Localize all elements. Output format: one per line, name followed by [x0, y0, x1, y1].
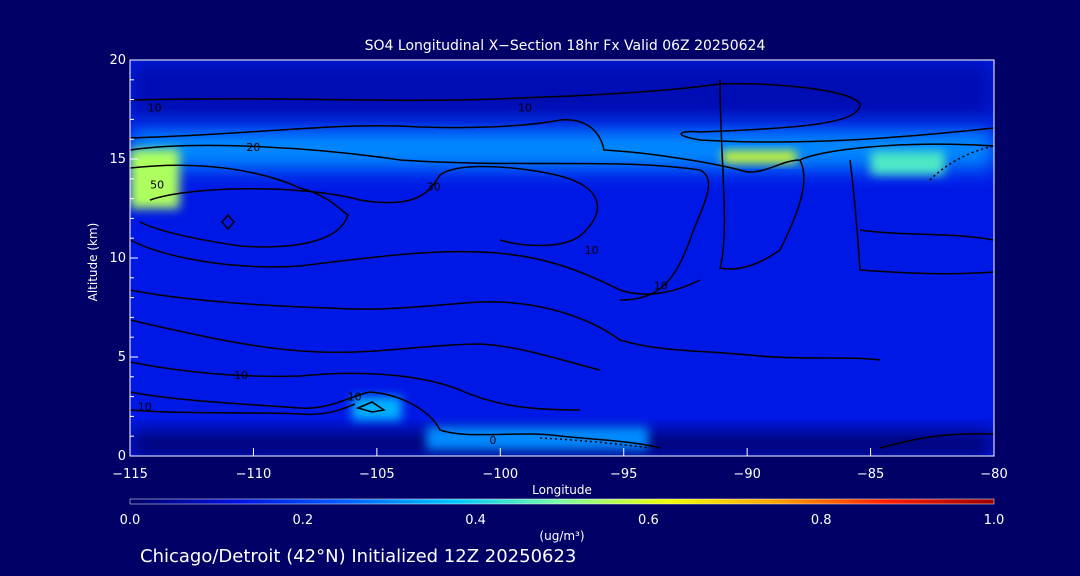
contour-line — [849, 159, 994, 275]
contour-line — [130, 289, 881, 361]
x-tick-label: −115 — [112, 467, 148, 482]
contour-lines — [130, 79, 994, 449]
chart-title: SO4 Longitudinal X−Section 18hr Fx Valid… — [365, 38, 766, 54]
x-tick-label: −100 — [482, 467, 518, 482]
contour-line — [879, 432, 994, 449]
x-tick-label: −110 — [236, 467, 272, 482]
x-tick-label: −90 — [733, 467, 760, 482]
x-tick-label: −95 — [610, 467, 637, 482]
y-tick-label: 0 — [118, 449, 126, 464]
colorbar-unit-label: (ug/m³) — [539, 529, 584, 543]
plot-background — [130, 60, 994, 456]
contour-label: 30 — [427, 181, 441, 194]
field-level — [352, 396, 402, 421]
contour-label: 10 — [348, 391, 362, 404]
contour-line — [130, 119, 994, 173]
contour-line — [221, 213, 235, 231]
y-axis: 0 5 10 15 20 — [109, 53, 138, 464]
chart-subtitle: Chicago/Detroit (42°N) Initialized 12Z 2… — [140, 546, 576, 567]
contour-line — [130, 144, 710, 301]
x-tick-label: −105 — [359, 467, 395, 482]
contour-line — [719, 79, 805, 270]
colorbar-ticks: 0.0 0.2 0.4 0.6 0.8 1.0 — [120, 513, 1005, 528]
contour-label: 0 — [489, 434, 496, 447]
y-tick-label: 10 — [109, 251, 126, 266]
x-axis: −115 −110 −105 −100 −95 −90 −85 −80 — [112, 448, 1008, 482]
contour-line — [355, 401, 386, 413]
contour-line — [149, 165, 599, 247]
contour-line — [130, 403, 356, 416]
y-tick-label: 5 — [118, 350, 126, 365]
colorbar-tick-label: 0.2 — [292, 513, 313, 528]
x-tick-label: −80 — [980, 467, 1007, 482]
contour-line — [130, 361, 581, 411]
y-axis-label: Altitude (km) — [86, 223, 100, 302]
contour-line — [130, 391, 661, 449]
colorbar-tick-label: 1.0 — [984, 513, 1005, 528]
contour-labels: 10 10 20 50 30 10 10 10 10 10 0 — [138, 102, 668, 448]
field-level — [426, 426, 649, 451]
contour-label: 50 — [150, 179, 164, 192]
contour-label: 10 — [148, 102, 162, 115]
contour-label: 10 — [138, 401, 152, 414]
colorbar-tick-label: 0.4 — [465, 513, 486, 528]
colorbar — [129, 498, 995, 505]
y-tick-label: 15 — [109, 152, 126, 167]
y-tick-label: 20 — [109, 53, 126, 68]
contour-line — [130, 319, 601, 371]
contour-line — [130, 164, 349, 248]
contour-line — [130, 82, 994, 143]
contour-label: 10 — [518, 102, 532, 115]
colorbar-tick-label: 0.6 — [638, 513, 659, 528]
colorbar-tick-label: 0.8 — [811, 513, 832, 528]
contour-label: 10 — [654, 280, 668, 293]
contour-label: 20 — [246, 141, 260, 154]
colorbar-tick-label: 0.0 — [120, 513, 141, 528]
contour-line — [130, 239, 701, 295]
field-level — [870, 151, 945, 175]
plot-field: 10 10 20 50 30 10 10 10 10 10 0 — [130, 60, 994, 456]
field-level — [722, 151, 797, 163]
x-tick-label: −85 — [857, 467, 884, 482]
contour-line — [539, 437, 651, 449]
field-level — [130, 60, 994, 120]
contour-label: 10 — [585, 244, 599, 257]
x-axis-label: Longitude — [532, 483, 592, 497]
contour-line — [859, 229, 994, 241]
contour-label: 10 — [234, 369, 248, 382]
